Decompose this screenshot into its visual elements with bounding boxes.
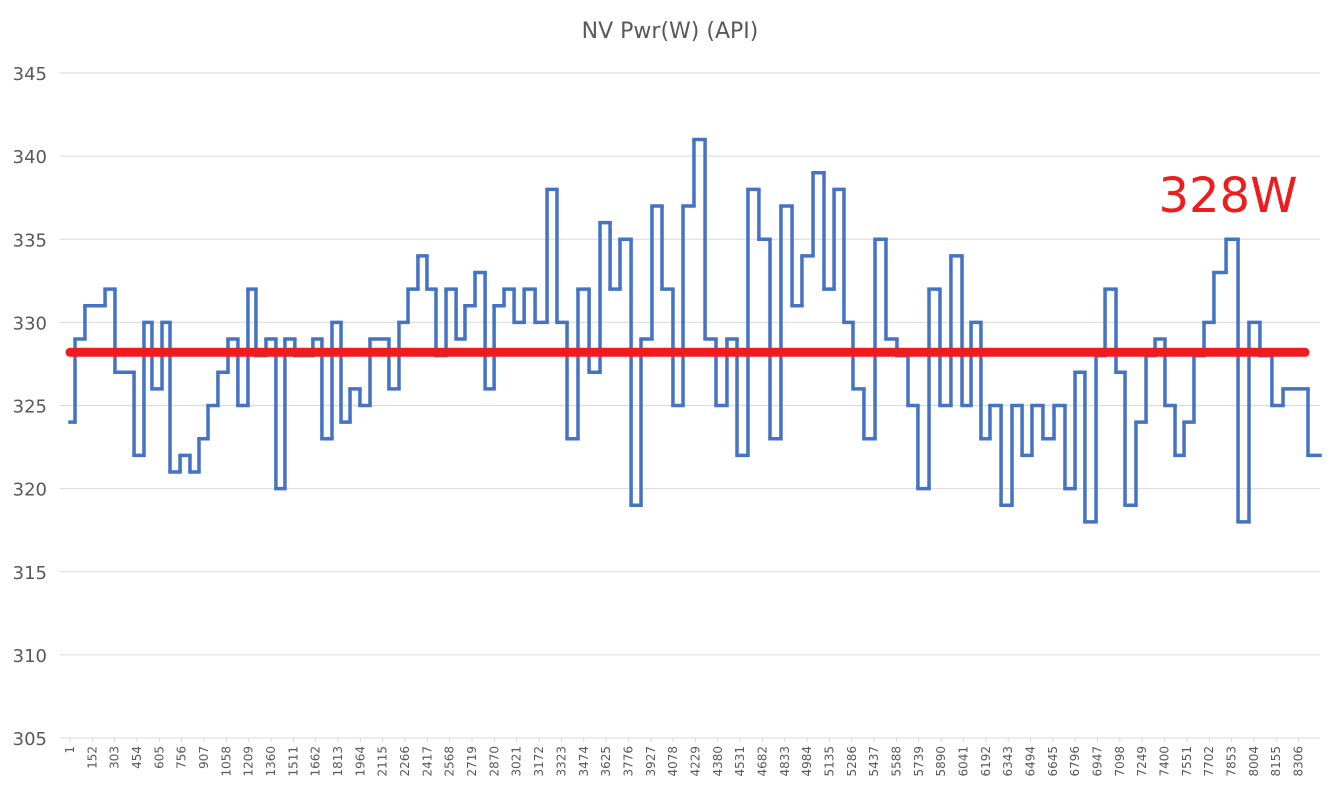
x-tick-label: 3927 xyxy=(644,746,658,777)
y-tick-label: 330 xyxy=(13,313,47,334)
x-tick-label: 8306 xyxy=(1292,746,1306,777)
x-tick-label: 6192 xyxy=(979,746,993,777)
y-tick-label: 335 xyxy=(13,230,47,251)
x-tick-label: 303 xyxy=(108,746,122,769)
y-tick-label: 315 xyxy=(13,563,47,584)
x-tick-label: 8004 xyxy=(1247,746,1261,777)
x-tick-label: 8155 xyxy=(1269,746,1283,777)
x-tick-label: 3021 xyxy=(510,746,524,777)
x-tick-label: 1209 xyxy=(242,746,256,777)
x-tick-label: 4833 xyxy=(778,746,792,777)
x-tick-label: 756 xyxy=(175,746,189,769)
chart-title: NV Pwr(W) (API) xyxy=(582,19,759,44)
x-tick-label: 2568 xyxy=(443,746,457,777)
x-tick-label: 1813 xyxy=(331,746,345,777)
x-tick-label: 1964 xyxy=(353,746,367,777)
x-tick-label: 7249 xyxy=(1135,746,1149,777)
x-tick-label: 3776 xyxy=(621,746,635,777)
x-tick-label: 1360 xyxy=(264,746,278,777)
x-tick-label: 2719 xyxy=(465,746,479,777)
average-label: 328W xyxy=(1158,168,1297,224)
x-tick-label: 3172 xyxy=(532,746,546,777)
x-tick-label: 1058 xyxy=(219,746,233,777)
x-tick-label: 5437 xyxy=(867,746,881,777)
y-tick-label: 305 xyxy=(13,729,47,750)
y-tick-label: 345 xyxy=(13,64,47,85)
x-tick-label: 4682 xyxy=(755,746,769,777)
x-tick-label: 1511 xyxy=(286,746,300,777)
x-tick-label: 2115 xyxy=(376,746,390,777)
x-tick-label: 5135 xyxy=(822,746,836,777)
x-tick-label: 6041 xyxy=(956,746,970,777)
y-tick-label: 320 xyxy=(13,480,47,501)
x-tick-label: 907 xyxy=(197,746,211,769)
x-tick-label: 6645 xyxy=(1046,746,1060,777)
x-tick-label: 152 xyxy=(85,746,99,769)
x-tick-label: 5739 xyxy=(912,746,926,777)
y-tick-label: 340 xyxy=(13,147,47,168)
y-tick-label: 325 xyxy=(13,397,47,418)
x-tick-label: 605 xyxy=(152,746,166,769)
x-tick-label: 4984 xyxy=(800,746,814,777)
x-tick-label: 6796 xyxy=(1068,746,1082,777)
x-tick-label: 4380 xyxy=(711,746,725,777)
y-tick-label: 310 xyxy=(13,646,47,667)
x-tick-label: 7702 xyxy=(1202,746,1216,777)
x-tick-label: 4531 xyxy=(733,746,747,777)
x-tick-label: 3625 xyxy=(599,746,613,777)
x-tick-label: 3323 xyxy=(554,746,568,777)
x-tick-label: 7400 xyxy=(1158,746,1172,777)
x-tick-label: 5286 xyxy=(845,746,859,777)
x-tick-label: 6947 xyxy=(1091,746,1105,777)
x-tick-label: 1662 xyxy=(309,746,323,777)
x-tick-label: 454 xyxy=(130,746,144,769)
x-tick-label: 4078 xyxy=(666,746,680,777)
x-tick-label: 2266 xyxy=(398,746,412,777)
x-tick-label: 5588 xyxy=(889,746,903,777)
x-tick-label: 6343 xyxy=(1001,746,1015,777)
x-tick-label: 5890 xyxy=(934,746,948,777)
x-tick-label: 3474 xyxy=(577,746,591,777)
x-tick-label: 2417 xyxy=(420,746,434,777)
x-tick-label: 7853 xyxy=(1225,746,1239,777)
x-tick-label: 6494 xyxy=(1024,746,1038,777)
x-tick-label: 4229 xyxy=(688,746,702,777)
x-tick-label: 7098 xyxy=(1113,746,1127,777)
x-tick-label: 2870 xyxy=(487,746,501,777)
x-tick-label: 7551 xyxy=(1180,746,1194,777)
x-tick-label: 1 xyxy=(63,746,77,754)
